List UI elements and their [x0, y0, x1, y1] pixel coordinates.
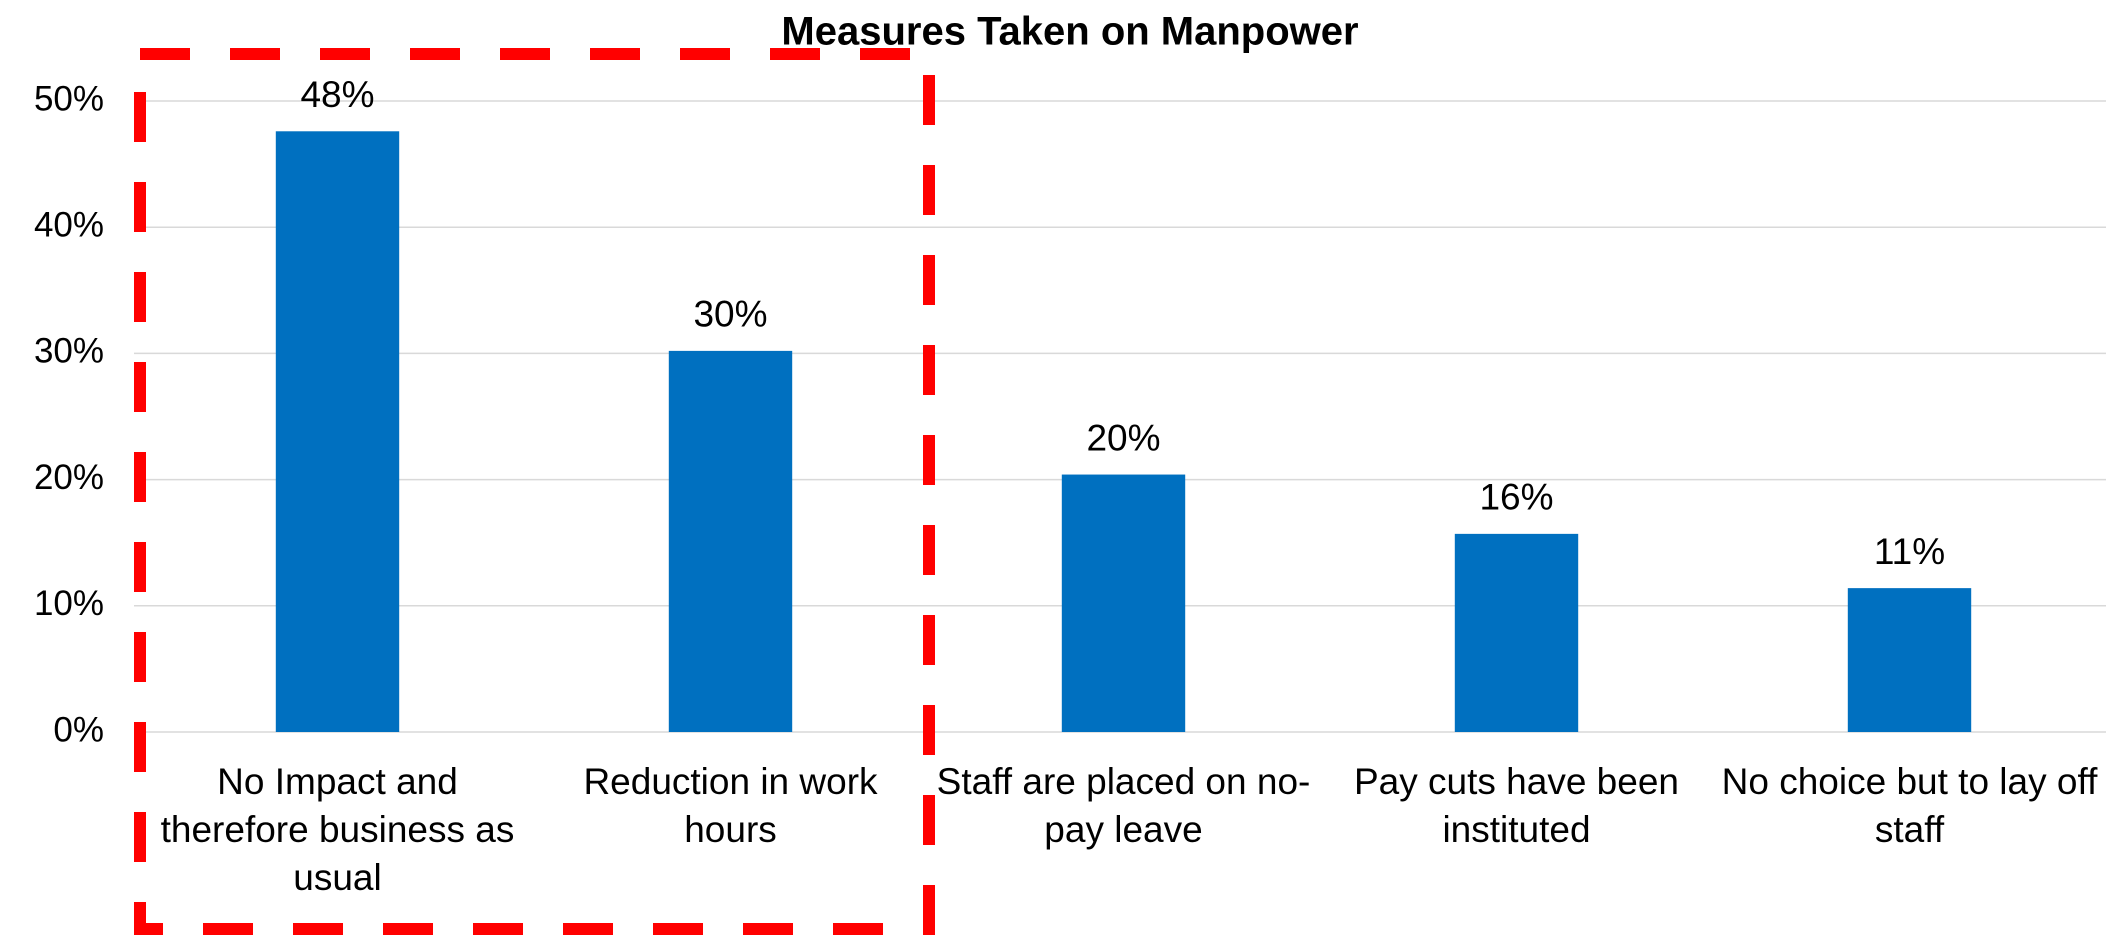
bar	[275, 131, 400, 733]
y-tick-label: 0%	[53, 710, 104, 749]
bar	[1061, 474, 1186, 732]
x-tick-label: Reduction in work hours	[583, 761, 878, 850]
data-label: 16%	[1479, 477, 1553, 518]
bar	[668, 350, 793, 732]
data-label: 20%	[1086, 417, 1160, 458]
highlight-box	[134, 48, 935, 935]
bar	[1454, 533, 1579, 732]
x-tick-label: Pay cuts have been instituted	[1354, 761, 1679, 850]
y-tick-label: 10%	[34, 584, 104, 623]
x-tick-label: Staff are placed on no-pay leave	[936, 761, 1311, 850]
data-label: 11%	[1874, 531, 1945, 572]
chart-title: Measures Taken on Manpower	[781, 10, 1358, 54]
y-tick-label: 30%	[34, 332, 104, 371]
y-tick-label: 20%	[34, 458, 104, 497]
x-tick-label: No Impact and therefore business as usua…	[160, 761, 515, 898]
data-label: 48%	[300, 74, 374, 115]
data-label: 30%	[693, 294, 767, 335]
y-tick-label: 50%	[34, 79, 104, 118]
x-tick-label: No choice but to lay off staff	[1721, 761, 2098, 850]
y-tick-label: 40%	[34, 205, 104, 244]
bar	[1847, 588, 1972, 732]
